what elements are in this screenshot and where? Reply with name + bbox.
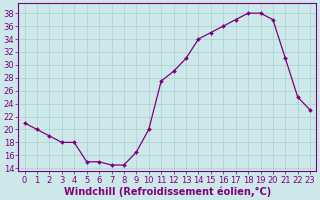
X-axis label: Windchill (Refroidissement éolien,°C): Windchill (Refroidissement éolien,°C): [64, 186, 271, 197]
